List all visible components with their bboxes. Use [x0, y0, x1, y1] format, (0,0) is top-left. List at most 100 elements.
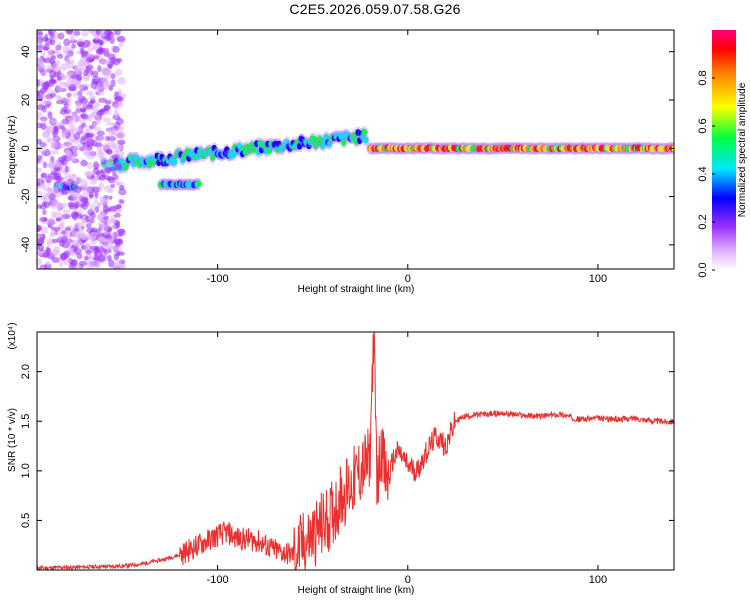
noise-blob	[45, 138, 51, 143]
colorbar-tick-label: 0.0	[697, 262, 709, 277]
noise-blob	[44, 38, 53, 46]
tone-point	[195, 153, 201, 160]
spectrogram-x-tick-label: 100	[589, 273, 607, 285]
noise-blob	[41, 201, 48, 207]
noise-blob	[41, 226, 48, 234]
spectrogram-y-tick-label: -40	[20, 237, 32, 253]
tone-point	[363, 136, 369, 144]
noise-blob	[38, 236, 45, 245]
noise-blob	[92, 105, 99, 114]
noise-blob	[102, 117, 111, 122]
noise-blob	[117, 76, 126, 85]
noise-blob	[82, 190, 89, 198]
noise-blob	[37, 95, 44, 101]
noise-blob	[109, 56, 117, 65]
noise-blob	[104, 30, 112, 37]
noise-blob	[95, 261, 101, 269]
noise-blob	[39, 61, 45, 70]
noise-blob	[93, 54, 100, 60]
noise-blob	[107, 136, 117, 142]
noise-blob	[96, 84, 102, 92]
noise-blob	[53, 211, 63, 219]
noise-blob	[42, 209, 47, 215]
noise-blob	[58, 143, 67, 149]
noise-blob	[69, 156, 77, 162]
spectrogram-y-tick-label: 0	[20, 145, 32, 151]
noise-blob	[89, 240, 98, 245]
spectrogram-x-tick-label: -100	[207, 273, 229, 285]
noise-blob	[92, 167, 100, 176]
noise-blob	[61, 235, 68, 244]
noise-blob	[72, 146, 78, 155]
snr-axes: -100 0 100 2.0 1.5 1.0 0.5	[20, 332, 674, 586]
noise-blob	[64, 260, 70, 266]
colorbar-axes: 0.0 0.2 0.4 0.6 0.8	[697, 70, 715, 278]
noise-blob	[45, 260, 51, 266]
noise-blob	[76, 116, 82, 122]
noise-blob	[110, 245, 116, 251]
snr-x-tick-label: 100	[589, 574, 607, 586]
noise-blob	[101, 69, 107, 76]
noise-blob	[77, 41, 86, 48]
noise-blob	[92, 126, 102, 132]
noise-blob	[102, 205, 110, 214]
noise-blob	[74, 66, 80, 75]
snr-x-tick-label: -100	[207, 574, 229, 586]
noise-blob	[74, 211, 80, 217]
noise-blob	[78, 102, 88, 109]
noise-blob	[51, 256, 61, 263]
spectrogram-x-axis-title: Height of straight line (km)	[298, 284, 415, 295]
noise-blob	[114, 30, 121, 36]
noise-blob	[87, 47, 93, 53]
noise-blob	[70, 259, 79, 267]
noise-blob	[64, 165, 69, 173]
tone-point	[320, 142, 326, 149]
noise-blob	[51, 238, 59, 244]
noise-blob	[41, 84, 49, 91]
noise-blob	[68, 86, 77, 91]
noise-blob	[62, 209, 71, 214]
noise-blob	[94, 142, 103, 148]
noise-blob	[64, 50, 69, 56]
noise-blob	[55, 45, 62, 51]
noise-blob	[116, 35, 126, 43]
noise-blob	[110, 183, 115, 189]
noise-blob	[97, 65, 102, 73]
noise-blob	[111, 154, 120, 160]
snr-y-tick-label: 1.0	[20, 463, 32, 478]
noise-blob	[81, 123, 87, 128]
noise-blob	[56, 175, 62, 184]
noise-blob	[113, 103, 119, 111]
noise-blob	[119, 199, 125, 205]
noise-blob	[114, 95, 124, 102]
noise-blob	[58, 261, 64, 268]
noise-blob	[53, 245, 61, 254]
noise-blob	[61, 118, 70, 125]
tone-point	[361, 128, 367, 136]
noise-blob	[94, 35, 100, 41]
noise-blob	[91, 45, 98, 51]
spectrogram-y-tick-label: 40	[20, 46, 32, 58]
noise-blob	[95, 228, 101, 234]
noise-blob	[37, 181, 41, 187]
noise-blob	[109, 166, 117, 172]
noise-blob	[116, 131, 126, 139]
noise-blob	[107, 254, 112, 262]
noise-blob	[63, 38, 71, 47]
colorbar-title: Normalized spectral amplitude	[737, 82, 748, 217]
noise-blob	[101, 197, 109, 204]
noise-blob	[79, 97, 88, 104]
colorbar-tick-label: 0.4	[697, 166, 709, 181]
noise-blob	[67, 195, 74, 201]
noise-blob	[43, 99, 51, 106]
noise-blob	[92, 161, 99, 170]
noise-blob	[76, 60, 86, 67]
colorbar-tick-label: 0.8	[697, 70, 709, 85]
noise-blob	[109, 205, 118, 212]
noise-blob	[110, 73, 116, 80]
noise-blob	[41, 52, 46, 57]
noise-blob	[37, 44, 44, 51]
spectrogram-y-tick-label: 20	[20, 94, 32, 106]
noise-blob	[60, 158, 68, 166]
spectrogram-feature-0	[366, 141, 674, 156]
